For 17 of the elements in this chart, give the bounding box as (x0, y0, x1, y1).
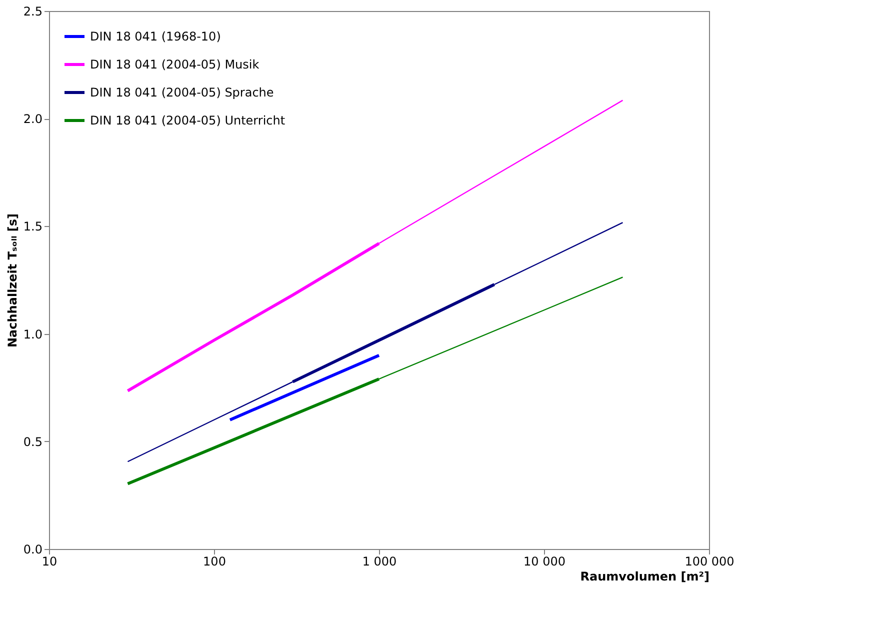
x-tick-label: 100 000 (684, 554, 734, 568)
legend-label: DIN 18 041 (2004-05) Unterricht (90, 114, 286, 128)
x-tick-label: 10 (42, 554, 58, 568)
x-axis-title: Raumvolumen [m²] (580, 570, 710, 584)
y-tick-label: 1.5 (23, 220, 42, 234)
legend-label: DIN 18 041 (1968-10) (90, 30, 221, 44)
y-tick-label: 0.5 (23, 434, 42, 449)
y-tick-label: 0.0 (23, 542, 42, 556)
y-tick-label: 2.0 (23, 112, 42, 126)
y-axis-title: Nachhallzeit Tₛₒₗₗ [s] (5, 214, 20, 348)
y-tick-label: 1.0 (23, 327, 42, 342)
x-tick-label: 100 (203, 554, 226, 568)
legend-label: DIN 18 041 (2004-05) Musik (90, 58, 260, 72)
x-tick-label: 10 000 (524, 554, 566, 568)
x-tick-label: 1 000 (362, 554, 397, 568)
y-tick-label: 2.5 (23, 4, 42, 18)
legend-label: DIN 18 041 (2004-05) Sprache (90, 86, 274, 100)
